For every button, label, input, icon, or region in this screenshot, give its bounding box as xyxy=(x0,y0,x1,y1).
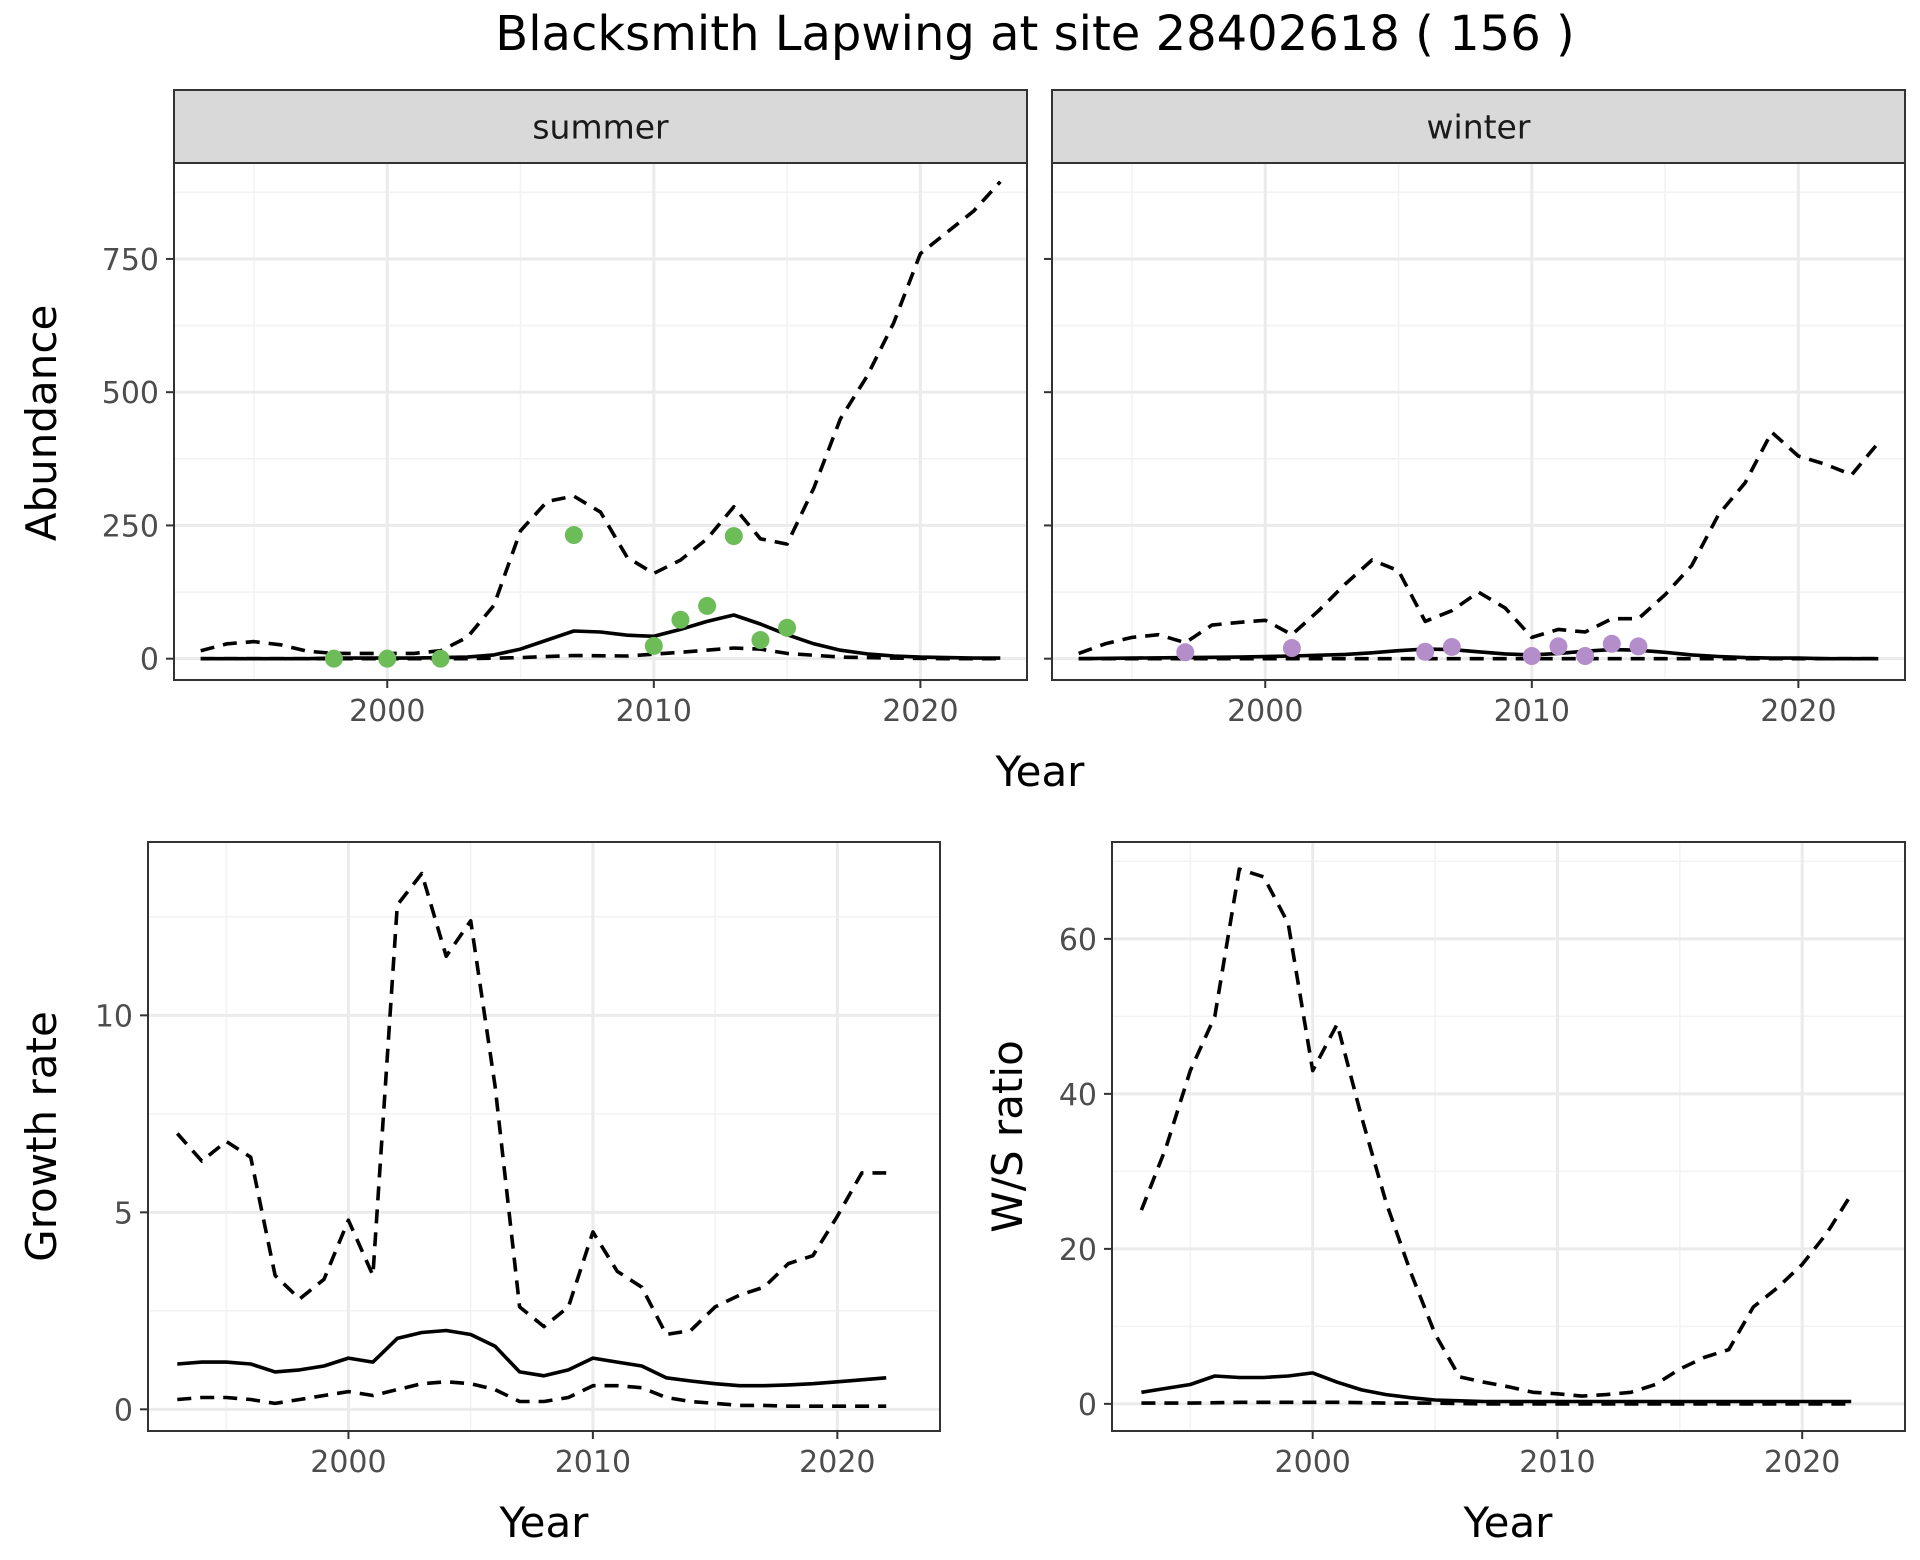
observed-point xyxy=(644,636,663,655)
y-tick-label: 5 xyxy=(114,1196,133,1231)
observed-point xyxy=(1602,634,1621,653)
x-tick-label: 2020 xyxy=(799,1445,875,1480)
observed-point xyxy=(1549,637,1568,656)
major-gridlines xyxy=(174,163,1027,680)
y-tick-label: 0 xyxy=(1078,1388,1097,1423)
ws-ratio-panel: 2000 2010 2020 0 20 40 60 Year W/S ratio xyxy=(983,841,1906,1547)
observed-point xyxy=(724,527,743,546)
y-tick-label: 750 xyxy=(102,243,159,278)
x-tick-label: 2010 xyxy=(1519,1445,1595,1480)
minor-gridlines xyxy=(174,163,1027,680)
observed-point xyxy=(698,596,717,615)
major-gridlines xyxy=(1112,842,1905,1431)
major-gridlines xyxy=(148,842,940,1431)
x-tick-label: 2020 xyxy=(882,694,958,729)
y-tick-label: 500 xyxy=(102,376,159,411)
estimate-line xyxy=(1078,647,1879,661)
observed-point xyxy=(1629,637,1648,656)
x-tick-label: 2010 xyxy=(616,694,692,729)
facet-strip xyxy=(173,89,1028,164)
x-tick-label: 2000 xyxy=(349,694,425,729)
y-tick-label: 0 xyxy=(140,643,159,678)
observed-point xyxy=(324,649,343,668)
y-axis-title: Growth rate xyxy=(17,1011,66,1262)
observed-point xyxy=(1442,637,1461,656)
growth-rate-panel: 2000 2010 2020 0 5 10 Year Growth rate xyxy=(17,841,941,1547)
lower-bound-line xyxy=(1141,1400,1852,1406)
y-tick-label: 60 xyxy=(1059,923,1097,958)
estimate-line xyxy=(177,1328,887,1388)
observed-point xyxy=(1576,647,1595,666)
panel-border xyxy=(1051,162,1906,681)
y-tick-label: 250 xyxy=(102,509,159,544)
observed-point xyxy=(1522,647,1541,666)
x-tick-label: 2000 xyxy=(1227,694,1303,729)
chart-title: Blacksmith Lapwing at site 28402618 ( 15… xyxy=(495,6,1574,62)
top-x-axis-title: Year xyxy=(995,747,1086,796)
observed-point xyxy=(1176,643,1195,662)
observed-points xyxy=(1176,634,1648,666)
minor-gridlines xyxy=(1112,842,1905,1431)
facet-strip-label: summer xyxy=(532,108,669,147)
y-tick-label: 10 xyxy=(95,999,133,1034)
y-axis-title: W/S ratio xyxy=(983,1040,1032,1233)
facet-strip-label: winter xyxy=(1427,108,1531,147)
x-axis-title: Year xyxy=(499,1498,590,1547)
summer-abundance-panel: summer 2000 2010 2020 0 250 500 750 xyxy=(102,89,1028,729)
upper-bound-line xyxy=(200,180,1002,656)
panel-border xyxy=(147,841,941,1432)
x-tick-label: 2010 xyxy=(1494,694,1570,729)
observed-point xyxy=(378,649,397,668)
x-tick-label: 2010 xyxy=(555,1445,631,1480)
minor-gridlines xyxy=(148,842,940,1431)
x-tick-label: 2000 xyxy=(310,1445,386,1480)
observed-points xyxy=(324,526,797,668)
observed-point xyxy=(1282,639,1301,658)
y-tick-label: 0 xyxy=(114,1393,133,1428)
observed-point xyxy=(751,631,770,650)
x-tick-label: 2000 xyxy=(1275,1445,1351,1480)
abundance-axis-title: Abundance xyxy=(17,305,66,542)
upper-bound-line xyxy=(175,871,887,1337)
upper-bound-line xyxy=(1078,430,1880,656)
minor-gridlines xyxy=(1052,163,1905,680)
panel-border xyxy=(1111,841,1906,1432)
y-tick-label: 20 xyxy=(1059,1233,1097,1268)
observed-point xyxy=(564,526,583,545)
x-tick-label: 2020 xyxy=(1764,1445,1840,1480)
x-tick-label: 2020 xyxy=(1760,694,1836,729)
estimate-line xyxy=(1141,1371,1852,1404)
panel-border xyxy=(173,162,1028,681)
facet-strip xyxy=(1051,89,1906,164)
major-gridlines xyxy=(1052,163,1905,680)
upper-bound-line xyxy=(1139,867,1853,1398)
winter-abundance-panel: winter 2000 2010 2020 xyxy=(1044,89,1906,729)
lower-bound-line xyxy=(177,1380,887,1408)
observed-point xyxy=(778,618,797,637)
observed-point xyxy=(431,649,450,668)
x-axis-title: Year xyxy=(1463,1498,1554,1547)
y-tick-label: 40 xyxy=(1059,1078,1097,1113)
observed-point xyxy=(671,610,690,629)
observed-point xyxy=(1416,642,1435,661)
